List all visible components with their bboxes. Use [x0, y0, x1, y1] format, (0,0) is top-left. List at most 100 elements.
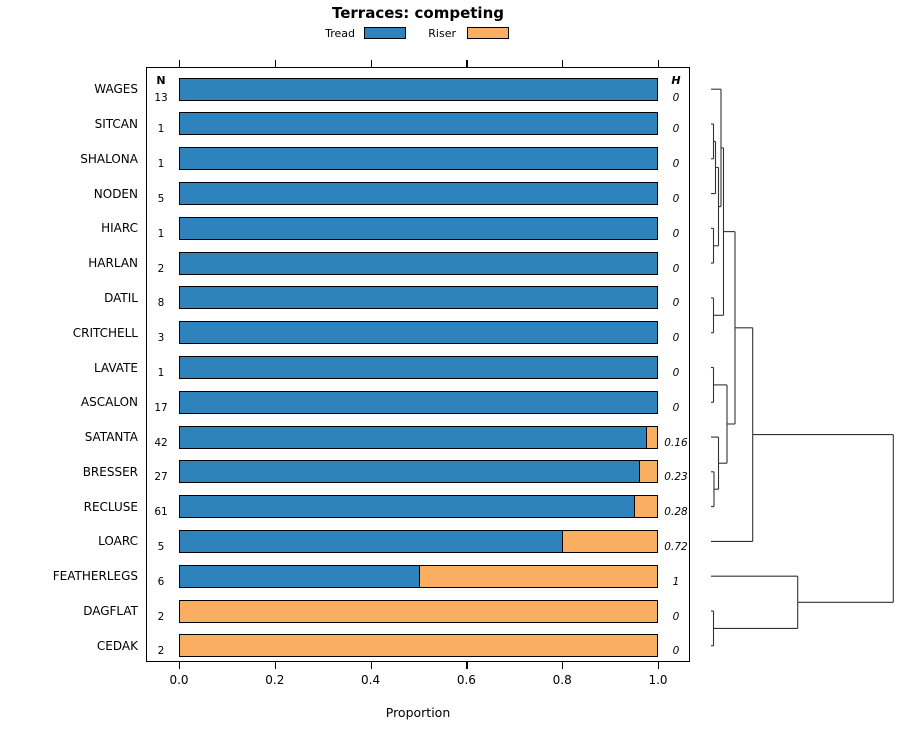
- stacked-bar: [179, 529, 658, 553]
- bar-segment-tread: [180, 78, 657, 100]
- h-column-header: H: [671, 73, 681, 87]
- axis-tick-top: [274, 60, 276, 67]
- stacked-bar: [179, 599, 658, 623]
- n-value: 5: [157, 193, 165, 206]
- bar-segment-tread: [180, 461, 640, 483]
- h-value: 0: [672, 262, 680, 275]
- axis-tick-bottom: [658, 662, 660, 669]
- h-value: 0.72: [664, 540, 688, 553]
- stacked-bar: [179, 216, 658, 240]
- h-value: 0: [672, 297, 680, 310]
- axis-tick-top: [370, 60, 372, 67]
- stacked-bar: [179, 460, 658, 484]
- bar-segment-riser: [180, 600, 657, 622]
- category-label: ASCALON: [80, 395, 138, 410]
- category-label: SITCAN: [94, 116, 138, 131]
- stacked-bar: [179, 286, 658, 310]
- h-value: 0: [672, 645, 680, 658]
- h-value: 0: [672, 91, 680, 104]
- h-value: 0: [672, 332, 680, 345]
- bar-segment-riser: [418, 565, 657, 587]
- bar-segment-tread: [180, 530, 562, 552]
- bar-segment-tread: [180, 565, 419, 587]
- h-value: 0: [672, 367, 680, 380]
- h-value: 0: [672, 401, 680, 414]
- bar-segment-riser: [645, 426, 657, 448]
- stacked-bar: [179, 356, 658, 380]
- stacked-bar: [179, 495, 658, 519]
- n-value: 2: [157, 645, 165, 658]
- category-label: HARLAN: [88, 256, 138, 271]
- bar-segment-tread: [180, 217, 657, 239]
- n-value: 13: [154, 91, 168, 104]
- stacked-bar: [179, 112, 658, 136]
- bar-segment-tread: [180, 287, 657, 309]
- legend-label-tread: Tread: [325, 27, 355, 40]
- bar-segment-tread: [180, 148, 657, 170]
- bar-segment-tread: [180, 252, 657, 274]
- h-value: 0: [672, 123, 680, 136]
- n-value: 42: [154, 436, 168, 449]
- n-value: 6: [157, 575, 165, 588]
- bar-segment-tread: [180, 357, 657, 379]
- n-value: 27: [154, 471, 168, 484]
- stacked-bar: [179, 634, 658, 658]
- category-label: DAGFLAT: [83, 604, 138, 619]
- n-value: 61: [154, 506, 168, 519]
- chart-title: Terraces: competing: [331, 4, 504, 22]
- category-label: RECLUSE: [83, 499, 138, 514]
- stacked-bar: [179, 147, 658, 171]
- axis-tick-label: 0.8: [552, 673, 572, 687]
- axis-tick-bottom: [274, 662, 276, 669]
- stacked-bar: [179, 182, 658, 206]
- bar-segment-riser: [561, 530, 657, 552]
- bar-segment-riser: [639, 461, 657, 483]
- n-value: 2: [157, 610, 165, 623]
- axis-tick-label: 0.4: [361, 673, 381, 687]
- category-label: WAGES: [94, 82, 138, 97]
- axis-tick-bottom: [466, 662, 468, 669]
- n-value: 8: [157, 297, 165, 310]
- bar-segment-riser: [180, 635, 657, 657]
- category-label: HIARC: [101, 221, 138, 236]
- n-value: 1: [157, 367, 165, 380]
- bar-segment-riser: [633, 496, 657, 518]
- category-label: LAVATE: [93, 360, 138, 375]
- axis-tick-top: [562, 60, 564, 67]
- n-column-header: N: [156, 73, 166, 87]
- h-value: 0: [672, 610, 680, 623]
- category-label: CEDAK: [96, 638, 138, 653]
- axis-tick-label: 0.2: [265, 673, 285, 687]
- category-label: SATANTA: [84, 430, 138, 445]
- bar-segment-tread: [180, 113, 657, 135]
- stacked-bar: [179, 77, 658, 101]
- h-value: 0.23: [664, 471, 688, 484]
- legend-swatch-riser: [467, 27, 509, 39]
- stacked-bar: [179, 564, 658, 588]
- axis-tick-label: 0.0: [169, 673, 189, 687]
- n-value: 17: [154, 401, 168, 414]
- h-value: 0.16: [664, 436, 688, 449]
- bar-segment-tread: [180, 391, 657, 413]
- h-value: 0.28: [664, 506, 688, 519]
- h-value: 0: [672, 158, 680, 171]
- axis-tick-label: 0.6: [456, 673, 476, 687]
- axis-tick-top: [658, 60, 660, 67]
- h-value: 0: [672, 193, 680, 206]
- axis-tick-bottom: [562, 662, 564, 669]
- legend-label-riser: Riser: [428, 27, 456, 40]
- axis-tick-label: 1.0: [648, 673, 668, 687]
- bar-segment-tread: [180, 426, 646, 448]
- axis-tick-bottom: [370, 662, 372, 669]
- dendrogram: [711, 88, 894, 647]
- n-value: 5: [157, 540, 165, 553]
- x-axis-label: Proportion: [385, 705, 451, 720]
- n-value: 1: [157, 158, 165, 171]
- bar-segment-tread: [180, 322, 657, 344]
- category-label: DATIL: [104, 290, 138, 305]
- legend-swatch-tread: [364, 27, 406, 39]
- plot-area-border: [146, 67, 690, 662]
- stacked-bar: [179, 321, 658, 345]
- category-label: FEATHERLEGS: [52, 569, 138, 584]
